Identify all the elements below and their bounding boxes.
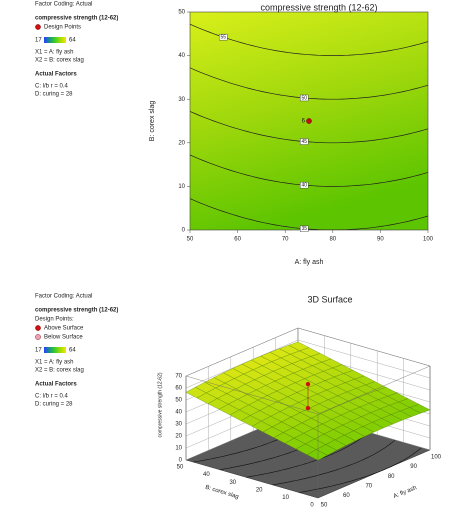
factor: X1 = A: fly ash	[35, 50, 74, 56]
floor-contour	[272, 439, 396, 486]
contour-label: 45	[301, 139, 307, 145]
x-axis-label: A: fly ash	[393, 485, 418, 500]
y-tick-label: 0	[182, 228, 186, 234]
y-tick-label: 30	[229, 480, 236, 486]
frame-edge	[317, 365, 431, 415]
response-name: compressive strength (12-62)	[35, 16, 118, 22]
legend-dot	[35, 24, 41, 30]
actual-factor: D: curing = 28	[35, 92, 73, 98]
chart-title: 3D Surface	[307, 294, 352, 304]
x-tick-label: 70	[365, 483, 372, 489]
contour-label-box	[300, 94, 309, 102]
y-tick-label: 40	[178, 53, 185, 59]
colorbar-max: 64	[69, 38, 76, 44]
contour-label-box	[300, 225, 309, 232]
x-tick-label: 80	[329, 237, 336, 243]
contour-label: 50	[301, 95, 307, 101]
actual-factor: C: l/b r = 0.4	[35, 84, 69, 90]
contour-line	[190, 154, 428, 187]
contour-line	[190, 67, 428, 100]
z-tick-label: 10	[175, 446, 182, 452]
actual-factor: D: curing = 28	[35, 402, 73, 408]
z-tick-label: 0	[179, 458, 183, 464]
z-tick-label: 70	[175, 374, 182, 380]
y-tick-label: 10	[282, 495, 289, 501]
x-tick-label: 80	[388, 474, 395, 480]
x-tick-label: 90	[410, 464, 417, 470]
design-point	[305, 405, 311, 411]
factor: X1 = A: fly ash	[35, 360, 74, 366]
factor-coding: Factor Coding: Actual	[35, 294, 92, 300]
y-tick-label: 0	[310, 503, 314, 509]
x-tick-label: 90	[377, 237, 384, 243]
contour-line	[190, 23, 428, 56]
x-axis-label: A: fly ash	[295, 259, 324, 266]
floor-contour	[298, 447, 422, 493]
x-tick-label: 50	[321, 503, 328, 509]
contour-label: 35	[301, 226, 307, 232]
y-axis-label: B: corex slag	[204, 485, 239, 501]
y-tick-label: 30	[178, 97, 185, 103]
legend-dot	[35, 325, 41, 331]
contour-label-box	[300, 138, 309, 145]
z-tick-label: 60	[175, 386, 182, 392]
actual-factors-title: Actual Factors	[35, 72, 77, 78]
z-tick-label: 30	[175, 422, 182, 428]
chart-title: compressive strength (12-62)	[260, 2, 377, 12]
legend-dot	[35, 334, 41, 340]
design-point	[306, 118, 312, 124]
factor: X2 = B: corex slag	[35, 58, 84, 64]
legend-label: Below Surface	[44, 335, 83, 341]
contour-label-box	[219, 33, 228, 41]
frame-edge	[185, 375, 319, 415]
design-point	[305, 381, 311, 387]
y-tick-label: 20	[256, 487, 263, 493]
factor-coding: Factor Coding: Actual	[35, 2, 92, 8]
colorbar-min: 17	[35, 38, 42, 44]
legend-label: Design Points	[44, 25, 81, 31]
design-point-count: 6	[302, 119, 306, 125]
factor: X2 = B: corex slag	[35, 368, 84, 374]
y-tick-label: 10	[178, 184, 185, 190]
y-axis-label: B: corex slag	[149, 101, 156, 142]
z-tick-label: 20	[175, 434, 182, 440]
response-name: compressive strength (12-62)	[35, 308, 118, 314]
x-tick-label: 100	[423, 237, 434, 243]
x-tick-label: 50	[187, 237, 194, 243]
y-tick-label: 40	[203, 472, 210, 478]
colorbar-min: 17	[35, 348, 42, 354]
y-tick-label: 50	[178, 10, 185, 16]
actual-factors-title: Actual Factors	[35, 382, 77, 388]
colorbar-max: 64	[69, 348, 76, 354]
colorbar	[44, 37, 66, 43]
colorbar	[44, 347, 66, 353]
y-tick-label: 20	[178, 140, 185, 146]
x-tick-label: 100	[431, 455, 442, 461]
x-tick-label: 60	[343, 493, 350, 499]
surface-cell	[306, 449, 328, 461]
contour-label: 40	[301, 182, 307, 188]
x-tick-label: 70	[282, 237, 289, 243]
contour-label: 55	[221, 34, 227, 40]
legend-label: Above Surface	[44, 326, 84, 332]
design-points-title: Design Points:	[35, 317, 74, 323]
z-tick-label: 40	[175, 410, 182, 416]
contour-line	[190, 198, 428, 230]
contour-label-box	[300, 181, 309, 189]
y-tick-label: 50	[177, 465, 184, 471]
actual-factor: C: l/b r = 0.4	[35, 394, 69, 400]
x-tick-label: 60	[234, 237, 241, 243]
contour-line	[190, 111, 428, 144]
z-axis-label: compressive strength (12-62)	[157, 372, 163, 437]
z-tick-label: 50	[175, 398, 182, 404]
